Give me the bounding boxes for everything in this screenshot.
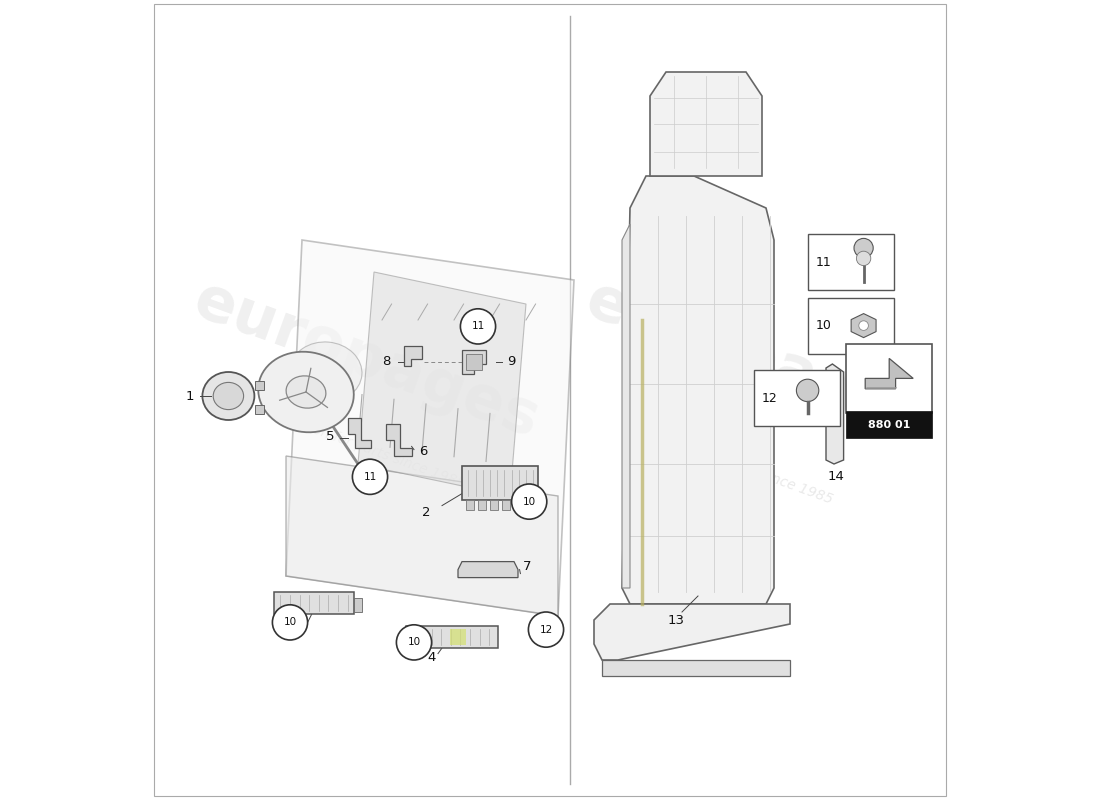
FancyBboxPatch shape [526,500,534,510]
Circle shape [396,625,431,660]
Ellipse shape [213,382,243,410]
Polygon shape [386,424,411,456]
Polygon shape [621,176,774,604]
Text: 7: 7 [524,560,531,573]
FancyBboxPatch shape [807,234,894,290]
FancyBboxPatch shape [450,629,466,645]
FancyBboxPatch shape [255,405,264,414]
Text: 880 01: 880 01 [868,420,911,430]
Text: 5: 5 [326,430,334,442]
FancyBboxPatch shape [478,500,486,510]
Circle shape [273,605,308,640]
FancyBboxPatch shape [754,370,840,426]
Polygon shape [286,456,558,616]
Polygon shape [650,72,762,176]
Polygon shape [621,224,630,588]
Polygon shape [866,387,898,389]
Polygon shape [866,358,913,389]
Text: 3: 3 [294,626,302,638]
FancyBboxPatch shape [462,466,538,500]
FancyBboxPatch shape [846,411,933,438]
Text: 11: 11 [363,472,376,482]
Polygon shape [826,364,844,464]
Text: 4: 4 [428,651,436,664]
FancyBboxPatch shape [466,500,474,510]
Polygon shape [462,350,486,374]
Text: 12: 12 [762,392,778,405]
Circle shape [854,238,873,258]
Text: 10: 10 [284,618,297,627]
Text: 10: 10 [407,638,420,647]
Text: 14: 14 [828,470,845,482]
Text: a passion for parts since 1985: a passion for parts since 1985 [265,406,466,490]
Circle shape [512,484,547,519]
Text: 11: 11 [815,256,832,269]
Text: 9: 9 [507,355,516,368]
Text: 12: 12 [539,625,552,634]
Circle shape [859,321,868,330]
Ellipse shape [290,342,362,402]
FancyBboxPatch shape [274,592,354,614]
Polygon shape [594,604,790,660]
FancyBboxPatch shape [354,598,362,612]
Text: a passion for parts since 1985: a passion for parts since 1985 [634,422,835,506]
Text: 11: 11 [472,322,485,331]
FancyBboxPatch shape [514,500,522,510]
Ellipse shape [202,372,254,420]
Polygon shape [349,418,371,448]
Circle shape [796,379,818,402]
Polygon shape [286,240,574,616]
Circle shape [461,309,496,344]
Ellipse shape [258,352,354,432]
Circle shape [528,612,563,647]
Polygon shape [358,272,526,496]
Text: europages: europages [185,270,547,450]
Polygon shape [458,562,518,578]
Text: europages: europages [578,270,939,450]
Circle shape [352,459,387,494]
FancyBboxPatch shape [406,626,498,648]
Polygon shape [405,346,422,366]
Text: 2: 2 [421,506,430,518]
Circle shape [857,251,871,266]
Text: 8: 8 [382,355,390,368]
Text: 10: 10 [815,319,832,332]
Polygon shape [466,354,482,370]
Text: 13: 13 [668,614,685,626]
FancyBboxPatch shape [807,298,894,354]
FancyBboxPatch shape [255,381,264,390]
FancyBboxPatch shape [502,500,510,510]
Text: 1: 1 [186,390,195,402]
Text: 10: 10 [522,497,536,506]
Ellipse shape [286,376,326,408]
Polygon shape [851,314,876,338]
FancyBboxPatch shape [490,500,498,510]
Text: 6: 6 [419,445,428,458]
FancyBboxPatch shape [846,344,933,413]
Polygon shape [602,660,790,676]
